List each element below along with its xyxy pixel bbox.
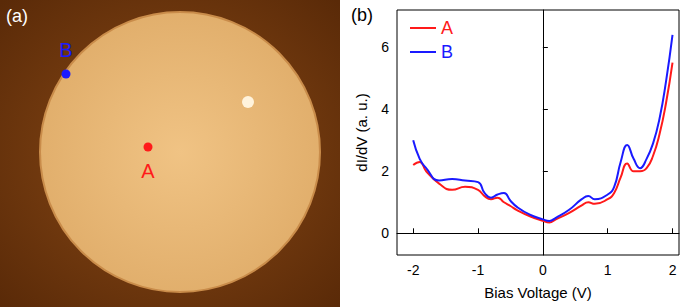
svg-text:2: 2 [381, 163, 389, 179]
svg-text:(a): (a) [6, 6, 28, 26]
svg-text:-2: -2 [407, 262, 420, 278]
svg-text:A: A [441, 18, 453, 38]
svg-text:Bias Voltage (V): Bias Voltage (V) [484, 284, 592, 301]
svg-text:B: B [59, 39, 72, 61]
svg-text:A: A [141, 160, 155, 182]
svg-text:B: B [441, 42, 453, 62]
svg-text:(b): (b) [351, 5, 373, 25]
svg-text:0: 0 [381, 225, 389, 241]
svg-text:4: 4 [381, 101, 389, 117]
svg-text:dI/dV (a. u.): dI/dV (a. u.) [353, 93, 370, 171]
svg-text:2: 2 [669, 262, 677, 278]
svg-text:-1: -1 [472, 262, 485, 278]
svg-text:0: 0 [539, 262, 547, 278]
svg-text:1: 1 [604, 262, 612, 278]
svg-text:6: 6 [381, 39, 389, 55]
